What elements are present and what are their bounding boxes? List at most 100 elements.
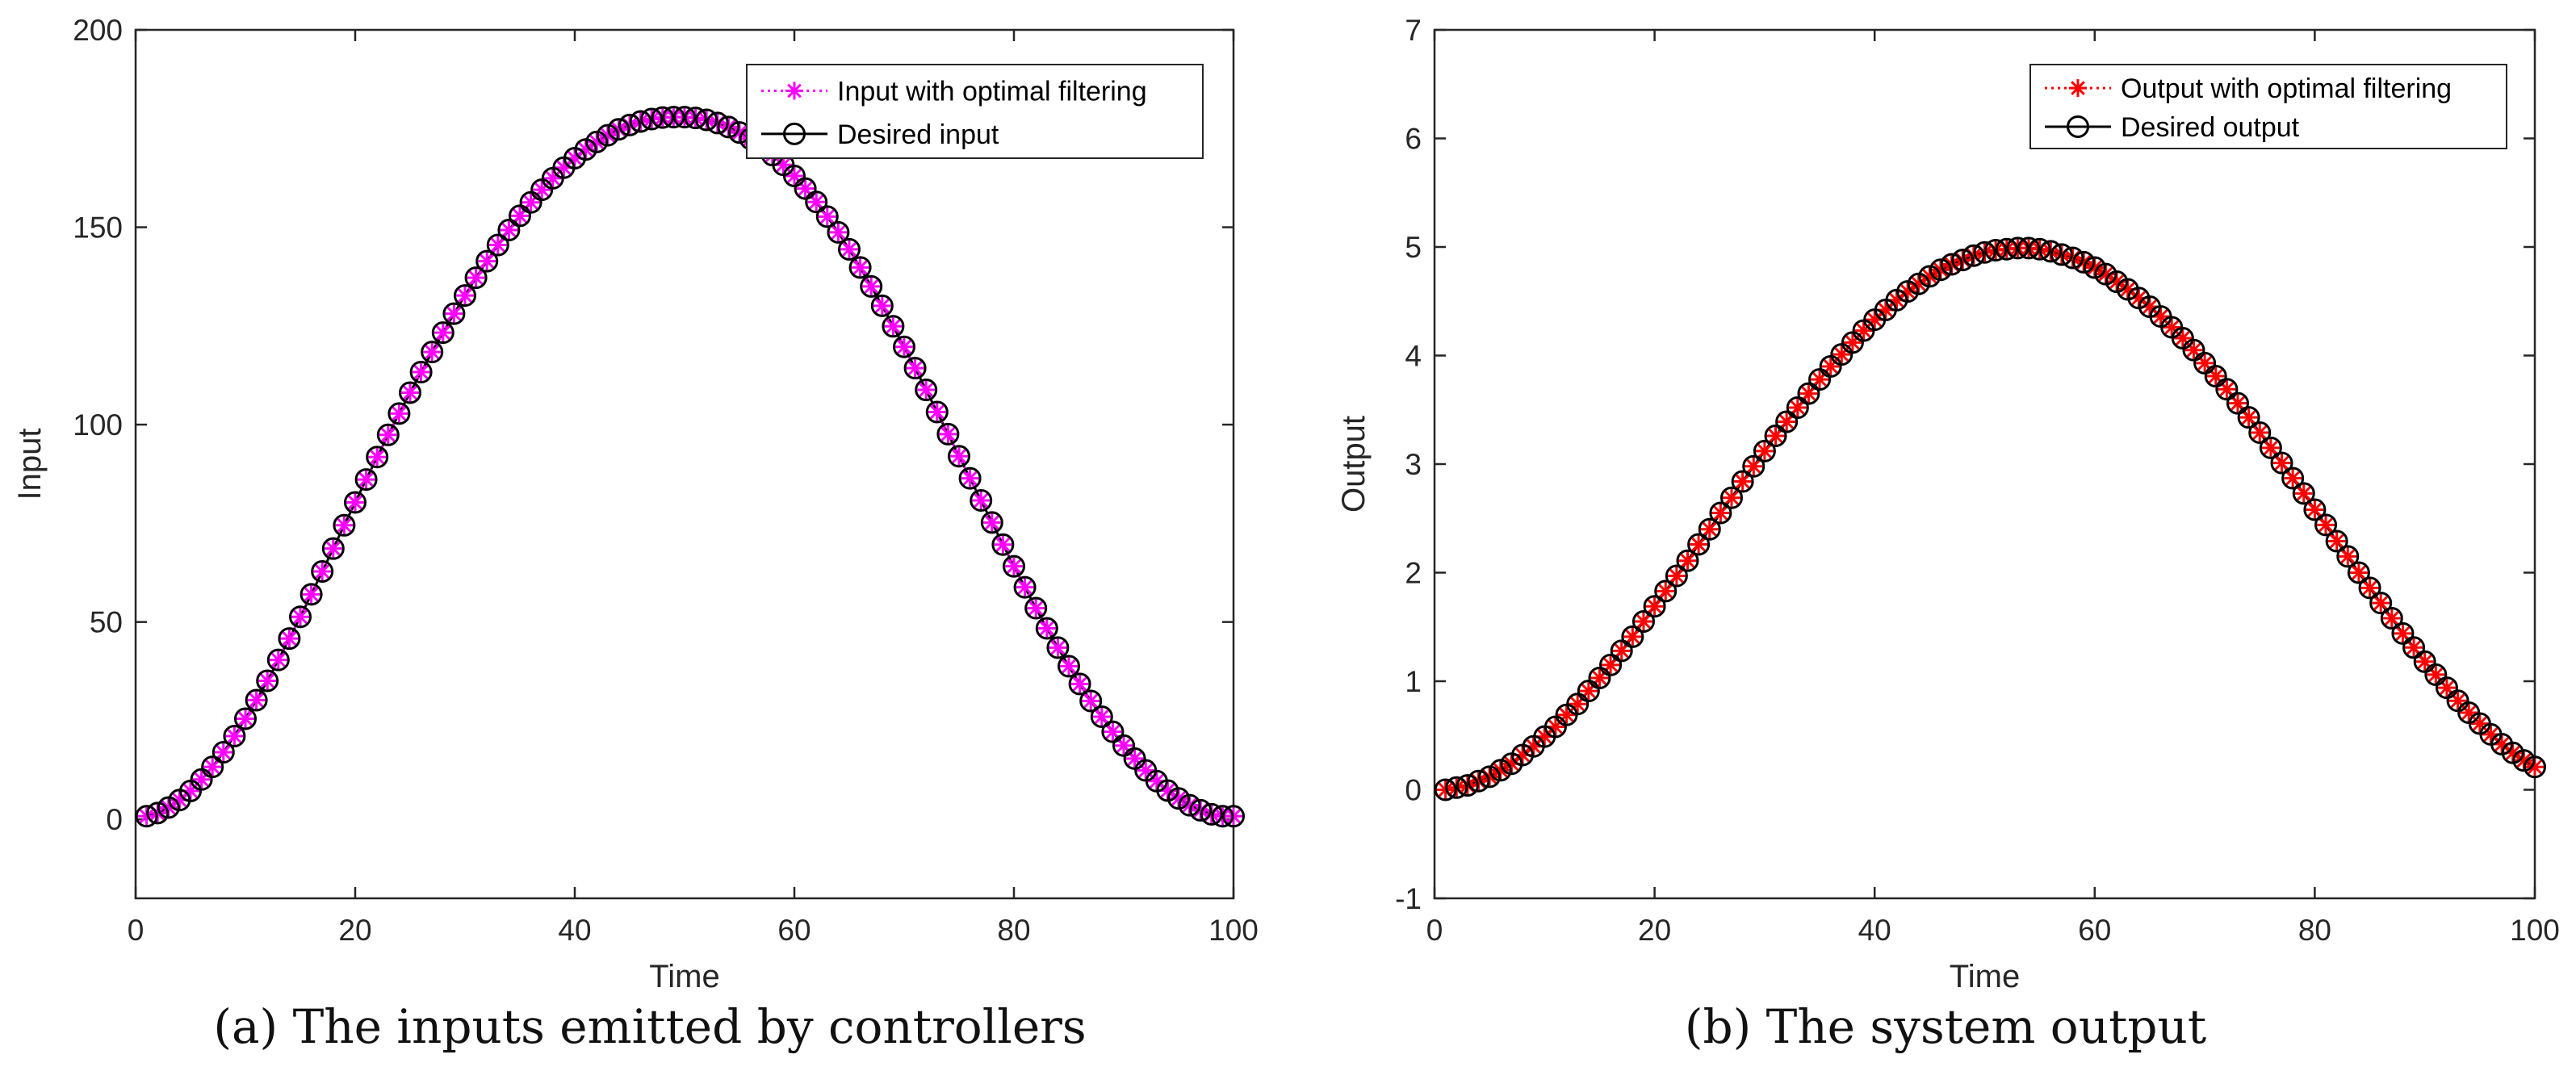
point-filtered-stroke-3 bbox=[600, 128, 615, 143]
point-filtered bbox=[851, 258, 869, 277]
x-tick-label: 80 bbox=[997, 914, 1030, 947]
point-desired bbox=[1189, 798, 1213, 822]
point-desired bbox=[1643, 595, 1666, 618]
point-filtered bbox=[225, 726, 244, 745]
point-filtered bbox=[412, 363, 430, 382]
point-filtered-stroke-3 bbox=[325, 541, 341, 556]
legend-label-desired: Desired input bbox=[837, 119, 999, 150]
point-filtered bbox=[2339, 547, 2357, 566]
point-filtered-stroke-3 bbox=[984, 515, 999, 530]
point-filtered-stroke-3 bbox=[1801, 386, 1816, 401]
point-desired bbox=[1775, 410, 1799, 433]
point-filtered bbox=[335, 516, 354, 534]
point-desired bbox=[1742, 454, 1766, 478]
point-filtered bbox=[237, 709, 254, 728]
point-desired bbox=[980, 511, 1003, 534]
point-filtered-stroke-3 bbox=[809, 195, 824, 210]
point-filtered-stroke-3 bbox=[1735, 474, 1750, 489]
point-desired bbox=[838, 237, 861, 261]
point-filtered-stroke-3 bbox=[2362, 580, 2377, 596]
point-desired bbox=[1786, 396, 1809, 420]
point-desired bbox=[2524, 755, 2546, 779]
point-desired bbox=[1013, 575, 1037, 599]
point-desired bbox=[486, 233, 509, 257]
point-desired bbox=[1467, 769, 1490, 793]
point-desired bbox=[2193, 351, 2217, 375]
point-filtered bbox=[1082, 692, 1100, 710]
point-filtered-stroke-3 bbox=[2208, 369, 2223, 383]
point-filtered bbox=[2437, 679, 2456, 697]
point-filtered bbox=[302, 585, 320, 604]
point-filtered-stroke-3 bbox=[2098, 266, 2113, 282]
y-tick-label: 3 bbox=[1405, 448, 1422, 481]
point-filtered-stroke-3 bbox=[1647, 599, 1662, 614]
point-desired bbox=[135, 805, 158, 828]
point-filtered bbox=[324, 539, 342, 558]
x-tick-label: 40 bbox=[558, 914, 591, 947]
point-desired bbox=[1222, 805, 1245, 828]
point-desired bbox=[1665, 564, 1688, 588]
point-filtered bbox=[1623, 627, 1642, 646]
point-filtered-stroke-3 bbox=[2120, 282, 2135, 297]
point-desired bbox=[1610, 639, 1633, 663]
point-filtered bbox=[2427, 665, 2445, 684]
point-desired bbox=[2061, 246, 2084, 270]
point-filtered-stroke-3 bbox=[1116, 738, 1131, 753]
point-filtered-stroke-3 bbox=[1922, 269, 1937, 284]
point-desired bbox=[640, 107, 664, 131]
point-desired bbox=[2215, 378, 2239, 401]
point-desired bbox=[1478, 765, 1502, 789]
point-filtered-stroke-3 bbox=[2131, 291, 2147, 306]
point-filtered-stroke-3 bbox=[1094, 709, 1109, 724]
point-filtered bbox=[2251, 423, 2269, 441]
y-tick-label: 0 bbox=[1405, 774, 1422, 807]
point-desired bbox=[629, 110, 652, 133]
point-desired bbox=[2248, 421, 2272, 444]
point-filtered bbox=[1016, 578, 1034, 596]
point-filtered bbox=[247, 691, 266, 709]
point-desired bbox=[421, 341, 444, 364]
point-desired bbox=[903, 357, 927, 380]
point-desired bbox=[948, 445, 970, 468]
point-desired bbox=[376, 423, 400, 446]
point-filtered bbox=[950, 447, 968, 466]
point-filtered-stroke-3 bbox=[304, 587, 319, 602]
point-filtered-stroke-3 bbox=[2142, 299, 2157, 314]
point-desired bbox=[618, 113, 641, 136]
point-desired bbox=[1621, 625, 1644, 648]
point-filtered bbox=[500, 220, 518, 239]
point-desired bbox=[1035, 617, 1058, 640]
point-desired bbox=[870, 294, 894, 317]
point-filtered bbox=[1733, 472, 1752, 491]
point-desired bbox=[662, 106, 685, 129]
point-desired bbox=[991, 533, 1015, 556]
point-filtered-stroke-3 bbox=[1515, 747, 1530, 763]
point-filtered-stroke-3 bbox=[2329, 534, 2344, 549]
point-desired bbox=[278, 627, 301, 651]
point-filtered-stroke-3 bbox=[1900, 284, 1915, 299]
point-desired bbox=[2435, 676, 2458, 700]
point-filtered-stroke-3 bbox=[513, 208, 527, 224]
y-tick-label: 5 bbox=[1405, 231, 1422, 264]
x-tick-label: 100 bbox=[1208, 914, 1259, 947]
point-filtered-stroke-3 bbox=[1017, 580, 1032, 595]
point-filtered-stroke-3 bbox=[150, 806, 165, 821]
point-filtered-stroke-3 bbox=[1062, 659, 1076, 674]
point-desired bbox=[684, 107, 707, 130]
point-filtered bbox=[434, 324, 452, 342]
point-desired bbox=[1808, 368, 1832, 391]
point-filtered-stroke-3 bbox=[337, 517, 352, 533]
point-desired bbox=[1577, 680, 1600, 703]
point-filtered-stroke-3 bbox=[2373, 596, 2389, 610]
point-filtered bbox=[1037, 619, 1056, 638]
point-desired bbox=[1676, 549, 1699, 572]
legend-box bbox=[2029, 64, 2507, 149]
point-filtered bbox=[1027, 599, 1045, 617]
point-filtered-stroke-3 bbox=[270, 652, 286, 667]
point-filtered bbox=[2196, 354, 2214, 372]
point-filtered bbox=[2228, 394, 2247, 412]
point-desired bbox=[509, 204, 531, 228]
point-desired bbox=[2391, 621, 2415, 645]
point-desired bbox=[1951, 249, 1975, 272]
point-filtered bbox=[862, 277, 881, 295]
